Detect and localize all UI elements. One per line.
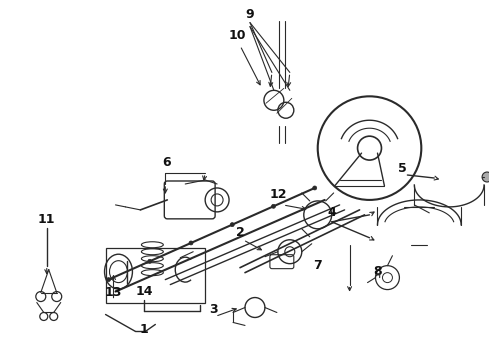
Text: 4: 4 xyxy=(327,206,336,219)
Text: 3: 3 xyxy=(209,303,218,316)
Circle shape xyxy=(189,241,193,245)
Text: 5: 5 xyxy=(398,162,407,175)
Text: 10: 10 xyxy=(228,29,246,42)
Text: 9: 9 xyxy=(245,8,254,21)
Text: 11: 11 xyxy=(38,213,55,226)
Circle shape xyxy=(313,186,317,190)
Text: 8: 8 xyxy=(373,265,382,278)
Text: 14: 14 xyxy=(136,285,153,298)
Text: 2: 2 xyxy=(236,226,245,239)
Bar xyxy=(105,248,205,302)
Text: 12: 12 xyxy=(269,188,287,202)
Text: 13: 13 xyxy=(105,286,122,299)
Text: 6: 6 xyxy=(162,156,171,168)
Circle shape xyxy=(271,204,275,208)
Circle shape xyxy=(230,222,234,226)
Circle shape xyxy=(482,172,490,182)
Text: 7: 7 xyxy=(313,259,322,272)
Text: 1: 1 xyxy=(140,323,149,336)
Circle shape xyxy=(106,278,111,282)
Circle shape xyxy=(148,259,152,263)
